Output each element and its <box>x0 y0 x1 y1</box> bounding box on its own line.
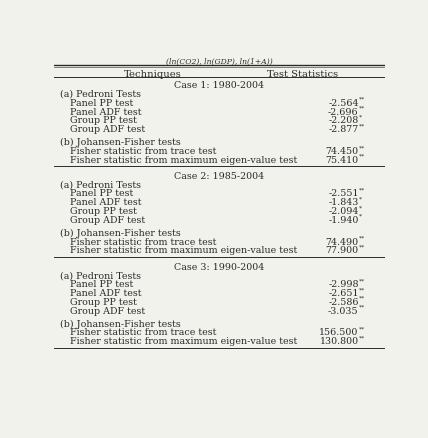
Text: *: * <box>360 114 363 119</box>
Text: -2.696: -2.696 <box>328 108 359 117</box>
Text: 75.410: 75.410 <box>326 156 359 165</box>
Text: Fisher statistic from maximum eigen-value test: Fisher statistic from maximum eigen-valu… <box>70 247 297 255</box>
Text: **: ** <box>360 335 366 340</box>
Text: 77.900: 77.900 <box>326 247 359 255</box>
Text: -2.551: -2.551 <box>328 190 359 198</box>
Text: Fisher statistic from maximum eigen-value test: Fisher statistic from maximum eigen-valu… <box>70 337 297 346</box>
Text: Panel ADF test: Panel ADF test <box>70 289 142 298</box>
Text: Case 1: 1980-2004: Case 1: 1980-2004 <box>174 81 265 90</box>
Text: -2.877: -2.877 <box>328 125 359 134</box>
Text: **: ** <box>360 278 366 283</box>
Text: Test Statistics: Test Statistics <box>267 70 338 79</box>
Text: **: ** <box>360 187 366 192</box>
Text: 74.490: 74.490 <box>326 238 359 247</box>
Text: (a) Pedroni Tests: (a) Pedroni Tests <box>60 181 141 190</box>
Text: **: ** <box>360 296 366 301</box>
Text: *: * <box>360 196 363 201</box>
Text: **: ** <box>360 123 366 128</box>
Text: Group PP test: Group PP test <box>70 117 137 125</box>
Text: **: ** <box>360 304 366 310</box>
Text: **: ** <box>360 236 366 241</box>
Text: Panel ADF test: Panel ADF test <box>70 198 142 207</box>
Text: -2.094: -2.094 <box>328 207 359 216</box>
Text: (a) Pedroni Tests: (a) Pedroni Tests <box>60 90 141 99</box>
Text: **: ** <box>360 154 366 159</box>
Text: -3.035: -3.035 <box>328 307 359 315</box>
Text: **: ** <box>360 145 366 150</box>
Text: Panel PP test: Panel PP test <box>70 190 134 198</box>
Text: **: ** <box>360 244 366 250</box>
Text: -2.586: -2.586 <box>328 298 359 307</box>
Text: Techniques: Techniques <box>124 70 182 79</box>
Text: Fisher statistic from maximum eigen-value test: Fisher statistic from maximum eigen-valu… <box>70 156 297 165</box>
Text: (ln(CO2), ln(GDP), ln(1+A)): (ln(CO2), ln(GDP), ln(1+A)) <box>166 58 273 66</box>
Text: -2.651: -2.651 <box>328 289 359 298</box>
Text: -2.998: -2.998 <box>328 280 359 289</box>
Text: Fisher statistic from trace test: Fisher statistic from trace test <box>70 147 217 156</box>
Text: Group PP test: Group PP test <box>70 207 137 216</box>
Text: *: * <box>360 205 363 210</box>
Text: -2.564: -2.564 <box>328 99 359 108</box>
Text: Panel PP test: Panel PP test <box>70 99 134 108</box>
Text: -1.940: -1.940 <box>328 216 359 225</box>
Text: (b) Johansen-Fisher tests: (b) Johansen-Fisher tests <box>60 320 181 329</box>
Text: Group ADF test: Group ADF test <box>70 307 145 315</box>
Text: Panel ADF test: Panel ADF test <box>70 108 142 117</box>
Text: -2.208: -2.208 <box>328 117 359 125</box>
Text: Case 3: 1990-2004: Case 3: 1990-2004 <box>174 263 265 272</box>
Text: 130.800: 130.800 <box>320 337 359 346</box>
Text: (a) Pedroni Tests: (a) Pedroni Tests <box>60 272 141 280</box>
Text: -1.843: -1.843 <box>328 198 359 207</box>
Text: 156.500: 156.500 <box>319 328 359 337</box>
Text: *: * <box>360 214 363 219</box>
Text: **: ** <box>360 287 366 292</box>
Text: Group ADF test: Group ADF test <box>70 125 145 134</box>
Text: 74.450: 74.450 <box>326 147 359 156</box>
Text: Group PP test: Group PP test <box>70 298 137 307</box>
Text: (b) Johansen-Fisher tests: (b) Johansen-Fisher tests <box>60 229 181 238</box>
Text: Fisher statistic from trace test: Fisher statistic from trace test <box>70 328 217 337</box>
Text: **: ** <box>360 106 366 110</box>
Text: Group ADF test: Group ADF test <box>70 216 145 225</box>
Text: **: ** <box>360 97 366 102</box>
Text: Case 2: 1985-2004: Case 2: 1985-2004 <box>174 172 265 181</box>
Text: **: ** <box>360 326 366 332</box>
Text: (b) Johansen-Fisher tests: (b) Johansen-Fisher tests <box>60 138 181 147</box>
Text: Fisher statistic from trace test: Fisher statistic from trace test <box>70 238 217 247</box>
Text: Panel PP test: Panel PP test <box>70 280 134 289</box>
